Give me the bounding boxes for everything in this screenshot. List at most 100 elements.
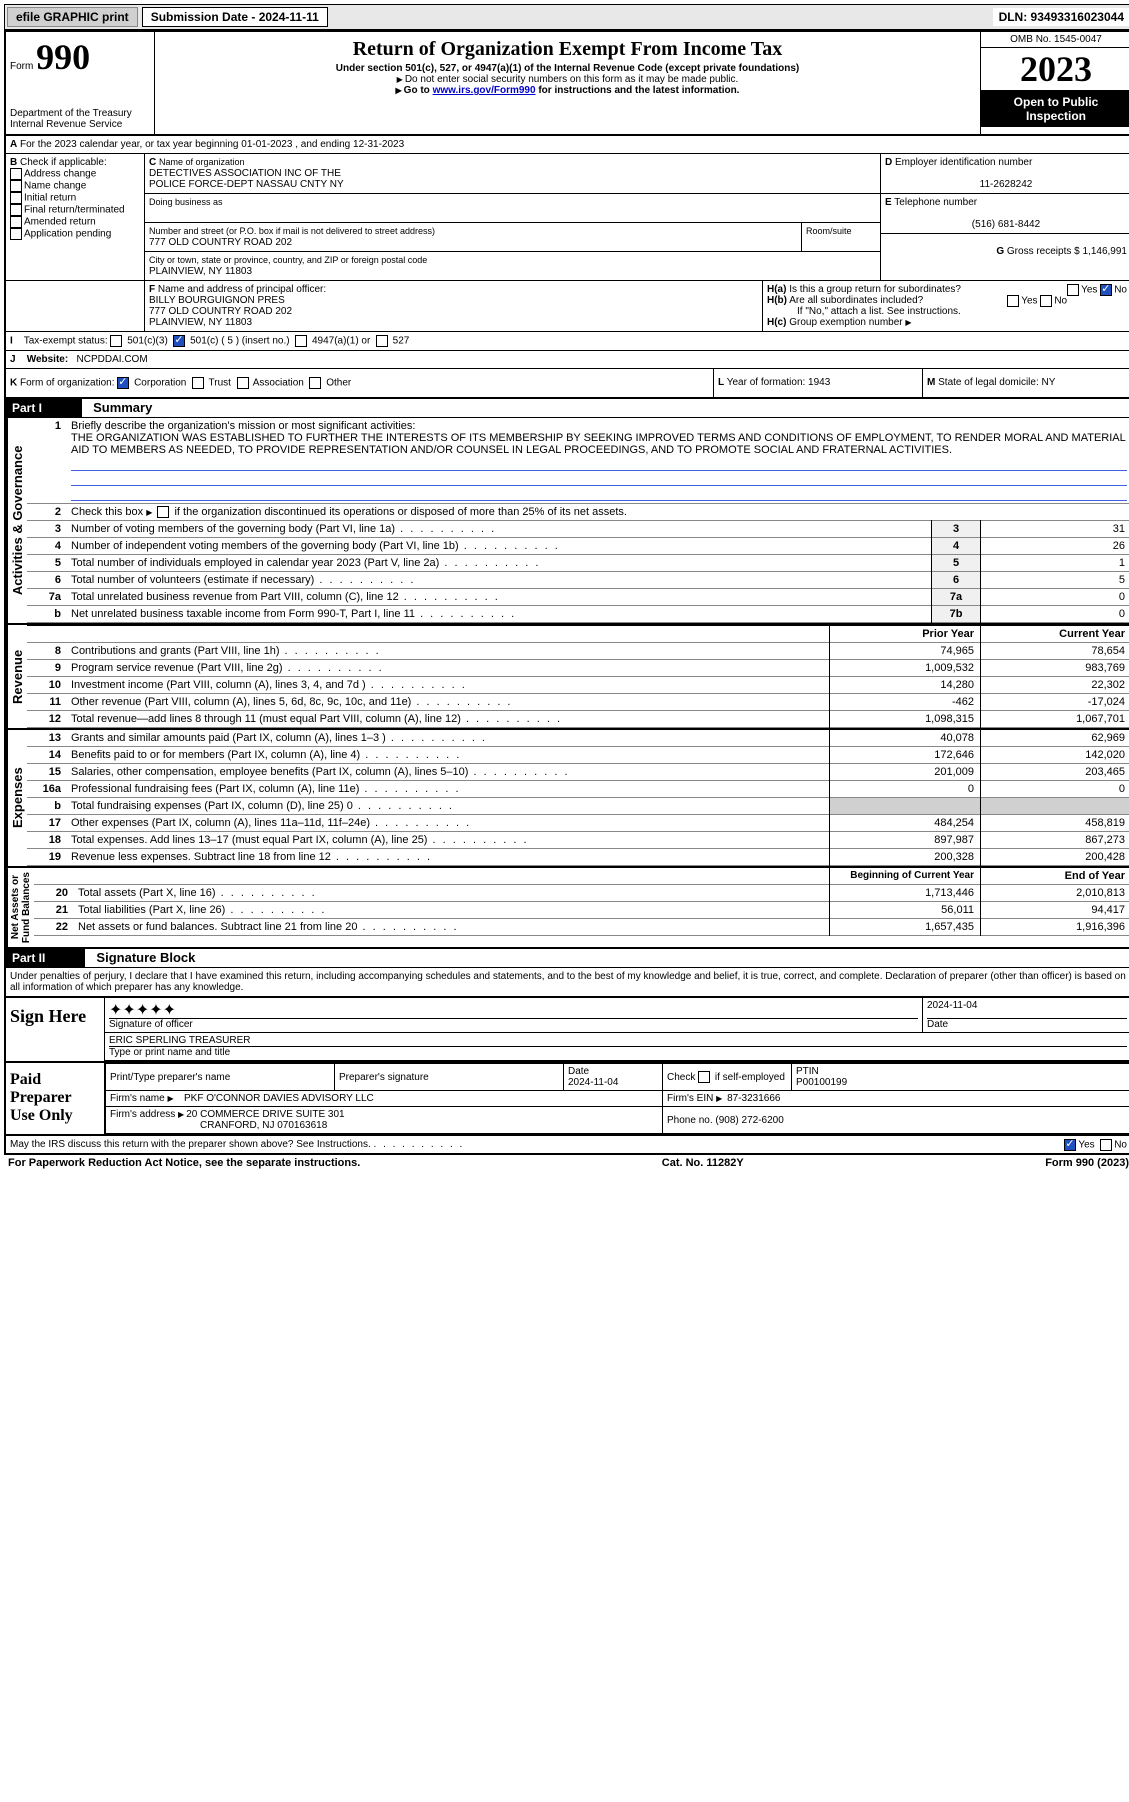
part2-header-row: Part II Signature Block (6, 948, 1129, 968)
table-row: 11Other revenue (Part VIII, column (A), … (27, 694, 1129, 711)
line2-checkbox[interactable] (157, 506, 169, 518)
state-domicile: State of legal domicile: NY (938, 377, 1055, 388)
discuss-no[interactable] (1100, 1139, 1112, 1151)
firm-ein-label: Firm's EIN (667, 1093, 713, 1104)
table-row: 10Investment income (Part VIII, column (… (27, 677, 1129, 694)
firm-addr-value: 20 COMMERCE DRIVE SUITE 301 (186, 1109, 344, 1120)
sign-here-label: Sign Here (6, 998, 105, 1061)
hb-label: Are all subordinates included? (789, 295, 923, 306)
website-row: J Website: NCPDDAI.COM (6, 351, 1129, 369)
amended-return-checkbox[interactable] (10, 216, 22, 228)
city-label: City or town, state or province, country… (149, 255, 427, 265)
sign-date-label: Date (927, 1019, 948, 1030)
revenue-section: Revenue Prior Year Current Year 8Contrib… (6, 625, 1129, 730)
officer-name: BILLY BOURGUIGNON PRES (149, 295, 285, 306)
table-row: 18Total expenses. Add lines 13–17 (must … (27, 832, 1129, 849)
dln-label: DLN: 93493316023044 (993, 8, 1129, 26)
assoc-checkbox[interactable] (237, 377, 249, 389)
hc-label: Group exemption number (789, 317, 902, 328)
begin-year-header: Beginning of Current Year (830, 868, 981, 885)
discuss-row: May the IRS discuss this return with the… (6, 1136, 1129, 1153)
paid-preparer-label: Paid Preparer Use Only (6, 1063, 105, 1134)
table-row: 22Net assets or fund balances. Subtract … (34, 919, 1129, 936)
trust-checkbox[interactable] (192, 377, 204, 389)
table-row: 5Total number of individuals employed in… (27, 555, 1129, 572)
form-number: 990 (36, 37, 90, 77)
year-formation: Year of formation: 1943 (727, 377, 831, 388)
form-number-footer: Form 990 (2023) (1045, 1157, 1129, 1169)
tax-year: 2023 (981, 48, 1129, 91)
501c-checkbox[interactable] (173, 335, 185, 347)
hb-yes[interactable] (1007, 295, 1019, 307)
mission-text: THE ORGANIZATION WAS ESTABLISHED TO FURT… (71, 432, 1125, 456)
firm-city-value: CRANFORD, NJ 070163618 (110, 1120, 327, 1131)
527-checkbox[interactable] (376, 335, 388, 347)
perjury-text: Under penalties of perjury, I declare th… (6, 968, 1129, 996)
501c3-checkbox[interactable] (110, 335, 122, 347)
prep-date-value: 2024-11-04 (568, 1077, 618, 1088)
name-change-checkbox[interactable] (10, 180, 22, 192)
tax-status-label: Tax-exempt status: (24, 336, 108, 347)
firm-addr-label: Firm's address (110, 1109, 175, 1120)
application-pending-checkbox[interactable] (10, 228, 22, 240)
ptin-label: PTIN (796, 1066, 819, 1077)
self-employed-checkbox[interactable] (698, 1071, 710, 1083)
phone-value: (516) 681-8442 (885, 219, 1127, 230)
prior-year-header: Prior Year (830, 626, 981, 643)
dept-treasury: Department of the Treasury (10, 108, 150, 119)
table-row: 8Contributions and grants (Part VIII, li… (27, 643, 1129, 660)
officer-addr: 777 OLD COUNTRY ROAD 202 (149, 306, 292, 317)
final-return-checkbox[interactable] (10, 204, 22, 216)
line2-text: Check this box if the organization disco… (71, 506, 627, 518)
type-print-label: Type or print name and title (109, 1047, 230, 1058)
ein-label: Employer identification number (895, 157, 1032, 168)
table-row: bTotal fundraising expenses (Part IX, co… (27, 798, 1129, 815)
ptin-value: P00100199 (796, 1077, 847, 1088)
4947-checkbox[interactable] (295, 335, 307, 347)
activities-governance-label: Activities & Governance (6, 418, 27, 623)
tax-status-row: I Tax-exempt status: 501(c)(3) 501(c) ( … (6, 332, 1129, 351)
footer-row: For Paperwork Reduction Act Notice, see … (4, 1155, 1129, 1171)
form-subtitle-1: Under section 501(c), 527, or 4947(a)(1)… (159, 63, 976, 74)
table-row: bNet unrelated business taxable income f… (27, 606, 1129, 623)
table-row: 12Total revenue—add lines 8 through 11 (… (27, 711, 1129, 728)
officer-signature: ✦✦✦✦✦ (109, 1000, 918, 1019)
street-label: Number and street (or P.O. box if mail i… (149, 226, 435, 236)
ha-label: Is this a group return for subordinates? (789, 284, 961, 295)
current-year-header: Current Year (981, 626, 1129, 643)
table-row: 13Grants and similar amounts paid (Part … (27, 730, 1129, 747)
other-checkbox[interactable] (309, 377, 321, 389)
sign-here-block: Sign Here ✦✦✦✦✦ Signature of officer 202… (6, 996, 1129, 1061)
ha-no[interactable] (1100, 284, 1112, 296)
discuss-yes[interactable] (1064, 1139, 1076, 1151)
initial-return-checkbox[interactable] (10, 192, 22, 204)
expenses-label: Expenses (6, 730, 27, 866)
table-row: 15Salaries, other compensation, employee… (27, 764, 1129, 781)
top-bar: efile GRAPHIC print Submission Date - 20… (4, 4, 1129, 30)
part1-badge: Part I (6, 399, 82, 417)
part1-header-row: Part I Summary (6, 398, 1129, 418)
net-assets-label: Net Assets orFund Balances (6, 868, 34, 947)
activities-governance-section: Activities & Governance 1 Briefly descri… (6, 418, 1129, 625)
efile-print-button[interactable]: efile GRAPHIC print (7, 7, 138, 27)
hb-note: If "No," attach a list. See instructions… (767, 306, 1127, 317)
phone-label: Telephone number (894, 197, 977, 208)
dba-label: Doing business as (149, 197, 223, 207)
sign-date-value: 2024-11-04 (927, 1000, 1127, 1019)
prep-date-label: Date (568, 1066, 589, 1077)
ha-yes[interactable] (1067, 284, 1079, 296)
klm-row: K Form of organization: Corporation Trus… (6, 369, 1129, 398)
check-applicable-label: Check if applicable: (20, 157, 107, 168)
corp-checkbox[interactable] (117, 377, 129, 389)
part2-badge: Part II (6, 949, 85, 967)
ein-value: 11-2628242 (885, 179, 1127, 190)
hb-no[interactable] (1040, 295, 1052, 307)
form-org-label: Form of organization: (20, 378, 115, 389)
irs-link[interactable]: www.irs.gov/Form990 (433, 85, 536, 96)
part1-title: Summary (85, 400, 152, 415)
submission-date: Submission Date - 2024-11-11 (142, 7, 328, 27)
address-change-checkbox[interactable] (10, 168, 22, 180)
gross-receipts-label: Gross receipts $ (1007, 246, 1080, 257)
officer-printed-name: ERIC SPERLING TREASURER (109, 1035, 1127, 1047)
mission-label: Briefly describe the organization's miss… (71, 420, 415, 432)
